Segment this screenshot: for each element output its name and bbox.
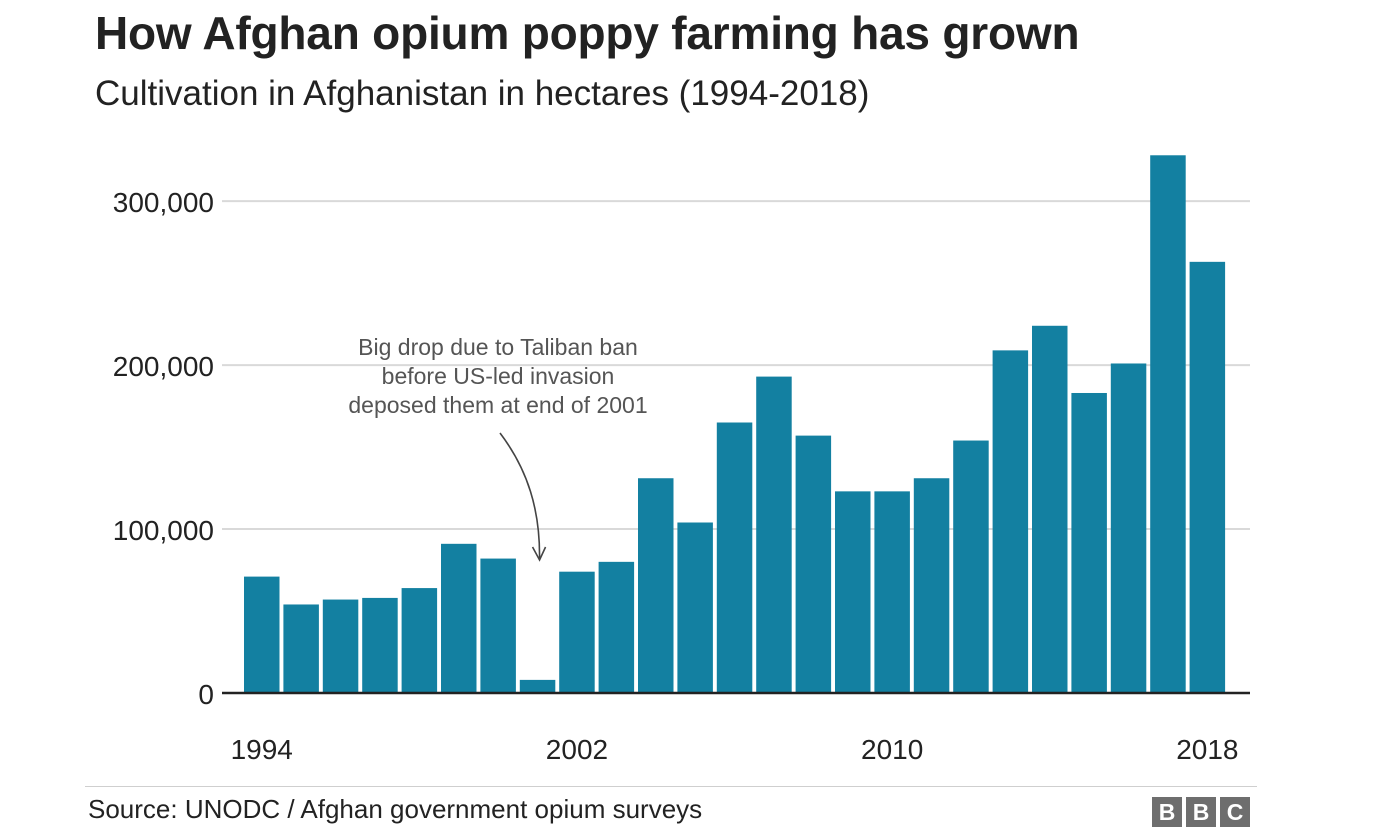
bar	[1189, 261, 1226, 693]
bar	[1110, 363, 1147, 693]
y-tick-label: 300,000	[113, 187, 214, 218]
bar-chart: 0 100,000 200,000 300,000 1994 2002 2010 2018 Bi…	[113, 155, 1250, 765]
bar	[992, 350, 1029, 693]
bar	[1150, 155, 1186, 693]
bar	[519, 679, 556, 693]
bar	[322, 599, 359, 693]
bar	[874, 491, 910, 693]
chart-subtitle: Cultivation in Afghanistan in hectares (…	[95, 74, 870, 113]
annotation-text: deposed them at end of 2001	[348, 392, 647, 418]
bar	[1071, 392, 1107, 693]
source-note: Source: UNODC / Afghan government opium …	[88, 794, 703, 824]
x-tick-label: 2002	[546, 734, 608, 765]
logo-letter: C	[1220, 797, 1250, 827]
bar	[362, 597, 398, 693]
bar	[244, 576, 280, 693]
bar	[795, 435, 832, 693]
y-tick-label: 200,000	[113, 351, 214, 382]
chart-title: How Afghan opium poppy farming has grown	[95, 7, 1080, 59]
bar	[716, 422, 753, 693]
annotation-text: Big drop due to Taliban ban	[358, 334, 638, 360]
bar	[677, 522, 713, 693]
x-tick-label: 1994	[231, 734, 293, 765]
annotation-arrowhead	[531, 546, 547, 562]
logo-letter: B	[1152, 797, 1182, 827]
annotation-text: before US-led invasion	[382, 363, 615, 389]
bar	[598, 561, 635, 693]
bar	[835, 491, 871, 693]
annotation-arrow	[499, 432, 541, 559]
y-tick-label: 0	[198, 679, 214, 710]
x-tick-label: 2018	[1176, 734, 1238, 765]
bbc-logo: B B C	[1152, 797, 1250, 827]
bar	[1032, 325, 1068, 693]
bar	[953, 440, 989, 693]
bar	[441, 543, 477, 693]
bar	[283, 604, 319, 693]
x-tick-label: 2010	[861, 734, 923, 765]
bar	[638, 478, 674, 693]
logo-letter: B	[1186, 797, 1216, 827]
bar	[480, 558, 516, 693]
bar	[913, 478, 950, 693]
footer-divider	[85, 786, 1257, 787]
bar	[559, 571, 595, 693]
bar	[756, 376, 792, 693]
bar	[401, 588, 438, 693]
y-tick-label: 100,000	[113, 515, 214, 546]
